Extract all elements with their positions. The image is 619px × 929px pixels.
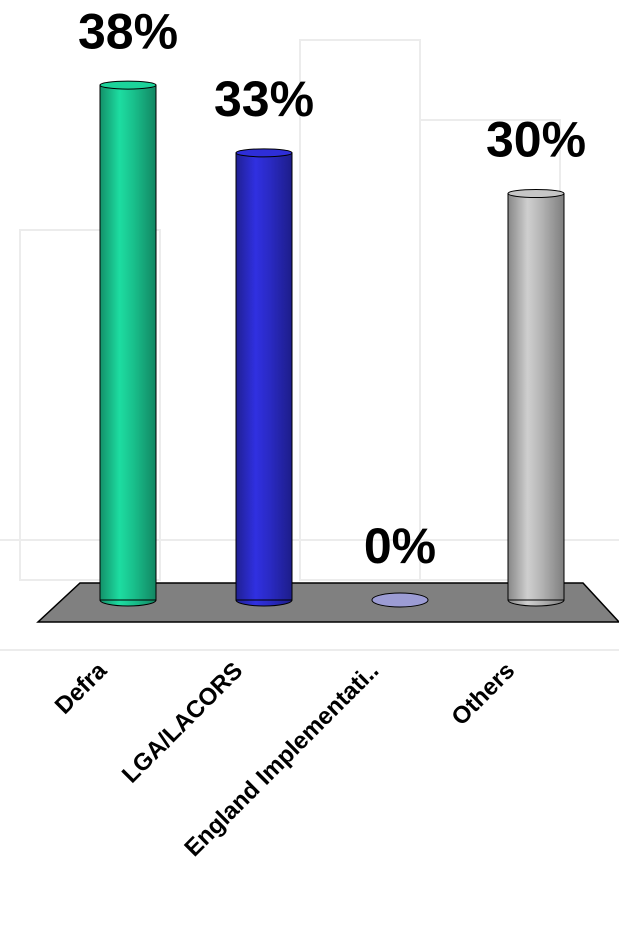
- bar: [507, 193, 565, 601]
- x-tick-label: LGA/LACORS: [117, 657, 248, 788]
- bar-top: [235, 148, 293, 158]
- value-label: 0%: [364, 518, 436, 574]
- bar-top: [507, 189, 565, 198]
- value-label: 30%: [486, 112, 586, 168]
- x-tick-label: Others: [446, 657, 520, 731]
- value-label: 38%: [78, 3, 178, 59]
- value-label: 33%: [214, 71, 314, 127]
- bar: [235, 152, 293, 601]
- floor: [36, 582, 619, 623]
- bar: [371, 592, 429, 608]
- bar: [99, 84, 157, 601]
- x-tick-label: Defra: [50, 657, 113, 720]
- bar-top: [99, 80, 157, 90]
